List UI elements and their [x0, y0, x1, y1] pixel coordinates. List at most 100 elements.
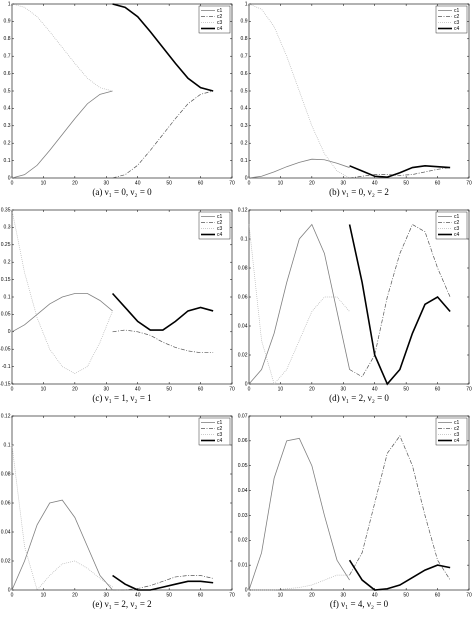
x-tick-label: 50	[166, 386, 172, 392]
x-tick-label: 0	[248, 592, 251, 598]
y-tick-label: 0.1	[4, 158, 11, 164]
plot-frame	[248, 3, 470, 179]
caption: (f) ν₁ = 4, ν₂ = 0	[330, 599, 389, 609]
series-line	[11, 3, 113, 92]
x-tick-label: 10	[278, 386, 284, 392]
plot-frame	[11, 3, 233, 179]
y-tick-label: 0.7	[4, 54, 11, 60]
x-tick-label: 30	[104, 592, 110, 598]
y-tick-label: 0.8	[4, 36, 11, 42]
x-tick-label: 0	[11, 592, 14, 598]
x-tick-label: 50	[403, 386, 409, 392]
y-tick-label: 0.4	[241, 106, 248, 112]
series-line	[112, 3, 214, 92]
y-tick-label: 0	[245, 175, 248, 181]
x-tick-label: 20	[72, 180, 78, 186]
x-tick-label: 10	[41, 180, 47, 186]
x-tick-label: 10	[278, 592, 284, 598]
x-tick-label: 70	[229, 592, 235, 598]
y-tick-label: 0.9	[4, 19, 11, 25]
series-line	[11, 209, 113, 374]
y-tick-label: 0.05	[1, 312, 11, 318]
x-tick-label: 50	[166, 592, 172, 598]
legend-label: c1	[217, 420, 223, 426]
series-line	[349, 224, 451, 378]
y-tick-label: 0.3	[4, 123, 11, 129]
y-tick-label: -0.05	[0, 347, 11, 353]
y-tick-label: 0.12	[1, 413, 11, 419]
x-tick-label: 0	[11, 386, 14, 392]
y-tick-label: 0.2	[4, 260, 11, 266]
y-tick-label: 0.1	[241, 158, 248, 164]
x-tick-label: 70	[466, 180, 472, 186]
series-line	[11, 499, 113, 591]
y-tick-label: 1	[8, 1, 11, 7]
y-tick-label: 0.8	[241, 36, 248, 42]
x-tick-label: 10	[41, 386, 47, 392]
caption: (d) ν₁ = 2, ν₂ = 0	[329, 393, 389, 403]
plot-frame	[11, 415, 233, 591]
legend-label: c4	[454, 26, 460, 32]
legend-label: c4	[454, 232, 460, 238]
legend-label: c1	[454, 214, 460, 220]
plot-frame	[248, 209, 470, 385]
x-tick-label: 70	[229, 386, 235, 392]
caption: (c) ν₁ = 1, ν₂ = 1	[92, 393, 151, 403]
legend-label: c2	[454, 14, 460, 20]
x-tick-label: 10	[41, 592, 47, 598]
x-tick-label: 50	[403, 180, 409, 186]
series-line	[112, 329, 214, 354]
y-tick-label: 0.04	[238, 323, 248, 329]
series-line	[248, 224, 350, 385]
y-tick-label: 0.01	[238, 562, 248, 568]
legend-label: c4	[454, 438, 460, 444]
y-tick-label: 0	[8, 175, 11, 181]
x-tick-label: 0	[248, 180, 251, 186]
y-tick-label: 0.1	[4, 294, 11, 300]
y-tick-label: 0.12	[238, 207, 248, 213]
series-line	[11, 293, 113, 333]
legend-label: c1	[454, 420, 460, 426]
y-tick-label: 0	[245, 381, 248, 387]
series-line	[112, 575, 214, 591]
series-line	[11, 444, 113, 591]
x-tick-label: 0	[248, 386, 251, 392]
y-tick-label: 0.35	[1, 207, 11, 213]
y-tick-label: 0.7	[241, 54, 248, 60]
legend-label: c2	[454, 426, 460, 432]
y-tick-label: 0.06	[238, 438, 248, 444]
y-tick-label: 0.1	[4, 442, 11, 448]
x-tick-label: 20	[309, 592, 315, 598]
y-tick-label: -0.15	[0, 381, 11, 387]
y-tick-label: 0.06	[1, 500, 11, 506]
series-line	[248, 437, 350, 591]
legend-label: c3	[217, 20, 223, 26]
y-tick-label: 0.9	[241, 19, 248, 25]
series-line	[349, 165, 451, 178]
legend-label: c2	[217, 426, 223, 432]
legend-label: c4	[217, 232, 223, 238]
x-tick-label: 20	[72, 386, 78, 392]
series-line	[248, 158, 350, 179]
series-line	[11, 90, 113, 179]
x-tick-label: 40	[372, 386, 378, 392]
x-tick-label: 30	[104, 386, 110, 392]
x-tick-label: 20	[309, 386, 315, 392]
legend-label: c4	[217, 438, 223, 444]
legend-label: c3	[454, 20, 460, 26]
x-tick-label: 20	[309, 180, 315, 186]
y-tick-label: 0.07	[238, 413, 248, 419]
series-line	[348, 559, 451, 591]
caption: (a) ν₁ = 0, ν₂ = 0	[92, 187, 152, 197]
legend-label: c3	[217, 432, 223, 438]
legend-label: c3	[217, 226, 223, 232]
x-tick-label: 10	[278, 180, 284, 186]
y-tick-label: 0.03	[238, 513, 248, 519]
y-tick-label: 0.02	[1, 558, 11, 564]
x-tick-label: 60	[435, 386, 441, 392]
x-tick-label: 60	[198, 180, 204, 186]
y-tick-label: 0.4	[4, 106, 11, 112]
plot-frame	[11, 209, 233, 385]
y-tick-label: 0.15	[1, 277, 11, 283]
x-tick-label: 30	[104, 180, 110, 186]
